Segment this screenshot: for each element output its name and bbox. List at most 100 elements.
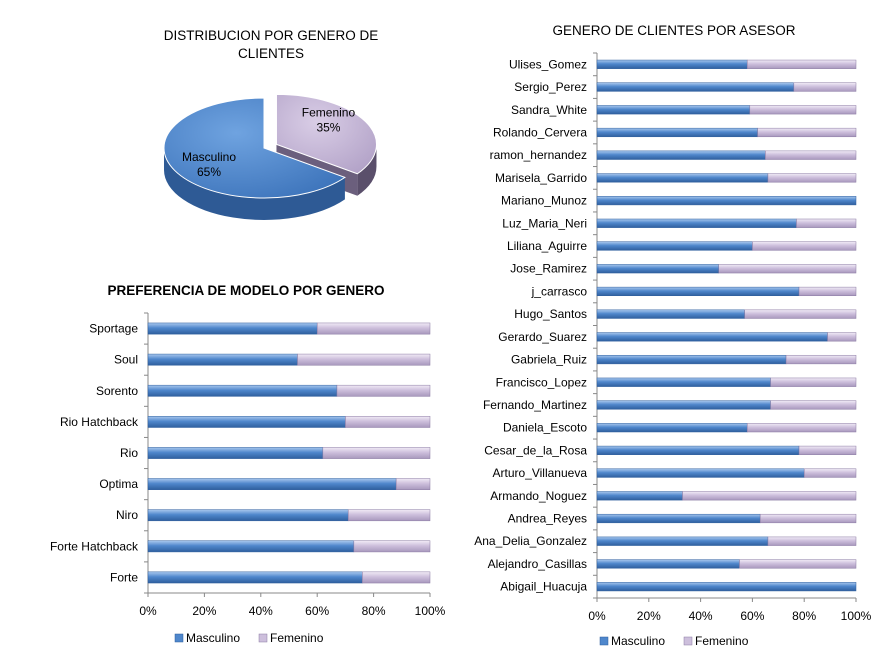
legend-label-masculino: Masculino bbox=[611, 634, 665, 648]
advisor-category-label: Andrea_Reyes bbox=[508, 512, 587, 526]
pie-title-line: DISTRIBUCION POR GENERO DE bbox=[164, 28, 379, 43]
model-category-label: Sorento bbox=[96, 384, 138, 398]
model-bar-femenino bbox=[395, 478, 431, 490]
pie-title-line: CLIENTES bbox=[238, 46, 304, 61]
model-bar-femenino bbox=[322, 447, 431, 459]
advisor-bar-masculino bbox=[596, 241, 753, 251]
model-x-tick-label: 60% bbox=[305, 604, 329, 618]
advisor-bar-femenino bbox=[746, 423, 857, 433]
pie-chart: DISTRIBUCION POR GENERO DE CLIENTES Femeni… bbox=[163, 28, 379, 220]
advisor-x-tick-label: 80% bbox=[792, 609, 816, 623]
advisor-bar-femenino bbox=[770, 400, 857, 410]
advisor-bar-masculino bbox=[596, 264, 719, 274]
advisor-x-tick-label: 60% bbox=[740, 609, 764, 623]
advisor-bar-femenino bbox=[827, 332, 857, 342]
advisor-bar-femenino bbox=[803, 468, 857, 478]
advisor-x-tick-label: 0% bbox=[588, 609, 606, 623]
advisor-category-label: Daniela_Escoto bbox=[503, 421, 587, 435]
advisor-legend: Masculino Femenino bbox=[599, 634, 749, 648]
model-legend: Masculino Femenino bbox=[174, 631, 324, 645]
advisor-bar-femenino bbox=[749, 105, 857, 115]
advisor-category-label: Cesar_de_la_Rosa bbox=[484, 443, 587, 457]
model-x-tick-label: 40% bbox=[249, 604, 273, 618]
advisor-category-label: Gerardo_Suarez bbox=[498, 330, 587, 344]
advisor-category-label: j_carrasco bbox=[531, 284, 588, 298]
advisor-bar-femenino bbox=[746, 59, 857, 69]
advisor-x-tick-label: 40% bbox=[689, 609, 713, 623]
model-category-label: Forte Hatchback bbox=[50, 539, 139, 553]
model-category-label: Sportage bbox=[89, 322, 138, 336]
advisor-bar-masculino bbox=[596, 196, 857, 206]
model-x-tick-label: 20% bbox=[192, 604, 216, 618]
advisor-bar-masculino bbox=[596, 105, 751, 115]
advisor-category-label: Marisela_Garrido bbox=[495, 171, 587, 185]
advisor-category-label: Armando_Noguez bbox=[490, 489, 587, 503]
advisor-bar-femenino bbox=[752, 241, 857, 251]
model-bar-masculino bbox=[147, 447, 324, 459]
advisor-bar-femenino bbox=[770, 377, 857, 387]
model-bar-femenino bbox=[345, 416, 431, 428]
advisor-bar-masculino bbox=[596, 127, 758, 138]
advisor-bar-femenino bbox=[757, 127, 857, 138]
advisor-bar-masculino bbox=[596, 423, 748, 433]
advisor-category-label: Sergio_Perez bbox=[514, 80, 587, 94]
advisor-category-label: Rolando_Cervera bbox=[493, 125, 587, 139]
advisor-bar-femenino bbox=[793, 82, 857, 92]
advisor-category-label: Luz_Maria_Neri bbox=[502, 216, 587, 230]
model-category-label: Optima bbox=[99, 477, 138, 491]
advisor-x-tick-label: 100% bbox=[841, 609, 872, 623]
model-bar-masculino bbox=[147, 353, 298, 366]
advisor-bar-masculino bbox=[596, 150, 766, 160]
model-bar-masculino bbox=[147, 571, 363, 584]
advisor-bar-masculino bbox=[596, 400, 771, 410]
advisor-bar-masculino bbox=[596, 332, 828, 342]
pie-slice-femenino-side bbox=[357, 144, 377, 196]
advisor-x-tick-label: 20% bbox=[637, 609, 661, 623]
model-x-tick-label: 100% bbox=[415, 604, 446, 618]
advisor-category-label: Sandra_White bbox=[511, 103, 587, 117]
advisor-category-label: Jose_Ramirez bbox=[510, 262, 587, 276]
advisor-category-label: Mariano_Munoz bbox=[501, 194, 587, 208]
model-bar-masculino bbox=[147, 416, 346, 428]
advisor-chart-title: GENERO DE CLIENTES POR ASESOR bbox=[552, 23, 795, 38]
advisor-bar-femenino bbox=[765, 150, 857, 160]
advisor-bar-masculino bbox=[596, 491, 683, 501]
advisor-category-label: Francisco_Lopez bbox=[496, 375, 587, 389]
advisor-category-label: Gabriela_Ruiz bbox=[511, 353, 587, 367]
model-category-label: Soul bbox=[114, 353, 138, 367]
advisor-category-label: ramon_hernandez bbox=[490, 148, 587, 162]
model-category-label: Rio Hatchback bbox=[60, 415, 139, 429]
model-chart-title: PREFERENCIA DE MODELO POR GENERO bbox=[107, 283, 384, 298]
advisor-bar-femenino bbox=[796, 218, 857, 228]
advisor-bar-femenino bbox=[798, 445, 857, 455]
advisor-bar-masculino bbox=[596, 513, 761, 524]
pie-label-femenino: Femenino bbox=[302, 105, 356, 119]
advisor-bar-masculino bbox=[596, 59, 748, 69]
advisor-bar-masculino bbox=[596, 582, 857, 592]
advisor-bar-masculino bbox=[596, 82, 795, 92]
model-category-label: Forte bbox=[110, 570, 138, 584]
model-bar-femenino bbox=[336, 384, 431, 397]
advisor-bar-masculino bbox=[596, 286, 800, 297]
advisor-bar-masculino bbox=[596, 468, 805, 478]
model-bar-masculino bbox=[147, 509, 349, 522]
advisor-bar-femenino bbox=[718, 264, 857, 274]
pie-slice-masculino bbox=[163, 97, 346, 199]
advisor-bar-masculino bbox=[596, 559, 740, 569]
advisor-bar-femenino bbox=[682, 491, 857, 501]
model-bar-masculino bbox=[147, 384, 338, 397]
model-bar-femenino bbox=[353, 540, 431, 553]
legend-label-femenino: Femenino bbox=[270, 631, 324, 645]
advisor-bar-masculino bbox=[596, 309, 745, 319]
model-preference-chart: PREFERENCIA DE MODELO POR GENERO 0% 20% 40%… bbox=[50, 283, 446, 645]
advisor-category-label: Ulises_Gomez bbox=[509, 57, 587, 71]
advisor-category-label: Abigail_Huacuja bbox=[500, 580, 587, 594]
model-x-tick-label: 0% bbox=[139, 604, 157, 618]
advisor-bar-femenino bbox=[767, 536, 857, 546]
pie-label-masculino: Masculino bbox=[182, 150, 236, 164]
legend-swatch-masculino bbox=[599, 636, 609, 646]
advisor-gender-chart: GENERO DE CLIENTES POR ASESOR 0% 20% 40% 60%… bbox=[474, 23, 872, 648]
advisor-bar-masculino bbox=[596, 218, 797, 228]
pie-slice-femenino bbox=[275, 93, 377, 175]
advisor-bar-femenino bbox=[759, 513, 857, 524]
